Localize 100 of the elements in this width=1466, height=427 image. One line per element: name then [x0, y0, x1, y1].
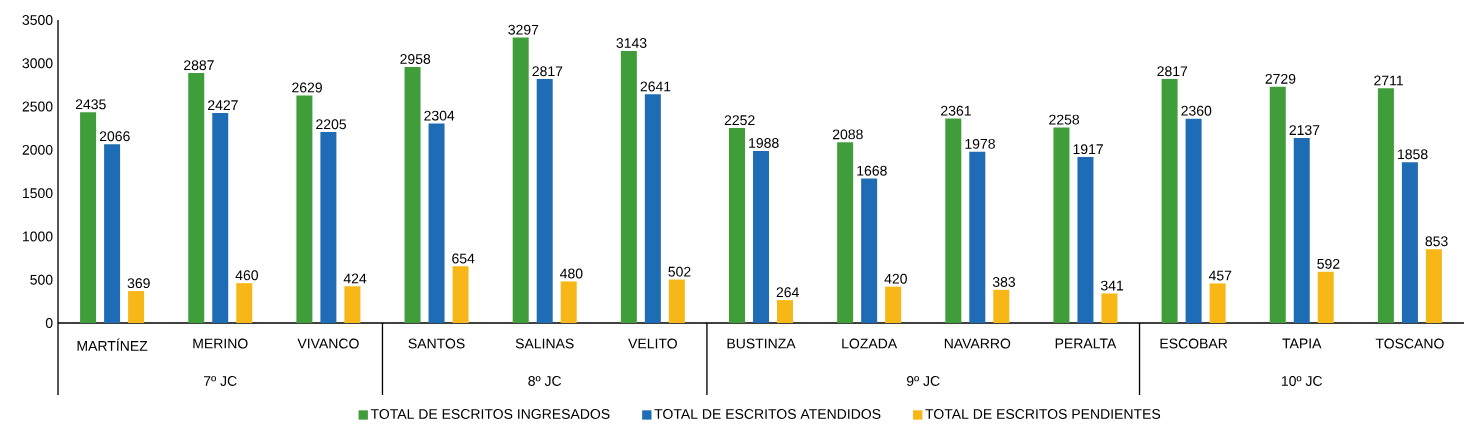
bar	[1425, 249, 1442, 323]
data-label: 853	[1425, 236, 1448, 247]
bar	[296, 95, 313, 323]
bar	[1401, 162, 1418, 323]
x-tick-label: SANTOS	[408, 338, 465, 349]
bar	[1293, 137, 1310, 323]
bar	[1077, 157, 1094, 323]
data-label: 2817	[1157, 66, 1188, 77]
y-tick-label: 3500	[22, 15, 53, 25]
data-label: 2361	[941, 105, 971, 116]
data-label: 654	[452, 253, 475, 264]
bar	[344, 286, 361, 323]
bar	[560, 281, 577, 323]
data-label: 1978	[965, 138, 995, 149]
y-tick-label: 0	[45, 318, 53, 328]
bar	[644, 94, 661, 323]
bar	[837, 142, 854, 323]
data-label: 2088	[832, 129, 863, 140]
x-tick-label: SALINAS	[515, 338, 574, 349]
x-tick-label: ESCOBAR	[1160, 338, 1228, 349]
x-tick-label: NAVARRO	[944, 338, 1011, 349]
bar	[993, 289, 1010, 323]
bar	[753, 150, 769, 323]
data-label: 2066	[99, 131, 130, 142]
bar	[668, 279, 685, 323]
data-label: 460	[235, 270, 259, 281]
data-label: 457	[1208, 270, 1232, 281]
bar	[1101, 293, 1118, 323]
bar	[236, 283, 253, 323]
data-label: 2817	[532, 66, 563, 77]
data-label: 2252	[724, 115, 755, 126]
legend-label: TOTAL DE ESCRITOS INGRESADOS	[370, 409, 610, 419]
data-label: 2629	[292, 82, 322, 93]
data-label: 369	[127, 278, 150, 289]
data-label: 502	[668, 266, 691, 277]
x-tick-label: BUSTINZA	[727, 338, 796, 349]
bar	[1269, 86, 1286, 323]
data-label: 2435	[75, 99, 106, 110]
data-label: 480	[560, 268, 583, 279]
data-label: 3297	[508, 24, 539, 35]
x-tick-label: MARTÍNEZ	[77, 338, 148, 351]
legend-label: TOTAL DE ESCRITOS PENDIENTES	[925, 409, 1161, 419]
data-label: 1858	[1398, 149, 1428, 160]
data-label: 2304	[424, 110, 455, 121]
y-tick-label: 2000	[22, 144, 53, 155]
x-tick-label: PERALTA	[1055, 338, 1117, 349]
bar	[452, 266, 469, 323]
data-label: 2887	[184, 60, 214, 71]
data-label: 420	[884, 273, 907, 284]
bar	[1185, 118, 1202, 323]
bar	[1161, 79, 1178, 323]
bar	[1053, 127, 1070, 323]
bar	[104, 144, 121, 323]
data-label: 1988	[749, 138, 779, 148]
x-tick-label: TAPIA	[1282, 338, 1322, 349]
legend-label: TOTAL DE ESCRITOS ATENDIDOS	[654, 409, 881, 419]
bar	[620, 50, 637, 323]
data-label: 264	[776, 287, 799, 298]
bar	[729, 128, 745, 323]
data-label: 383	[992, 276, 1016, 287]
data-label: 2360	[1181, 105, 1212, 116]
bar	[80, 112, 97, 323]
bar	[212, 112, 229, 323]
data-label: 2711	[1374, 75, 1403, 86]
bar	[1377, 88, 1394, 323]
x-tick-label: LOZADA	[842, 338, 898, 349]
bar	[885, 286, 902, 323]
data-label: 2958	[400, 54, 431, 64]
data-label: 1668	[857, 165, 887, 176]
data-label: 2137	[1289, 125, 1320, 136]
data-label: 2205	[316, 119, 347, 130]
data-label: 592	[1317, 258, 1340, 269]
text: 10º JC	[1281, 376, 1323, 386]
y-tick-label: 1500	[23, 188, 53, 199]
y-tick-label: 1000	[23, 231, 53, 242]
data-label: 2729	[1265, 73, 1296, 84]
x-tick-label: VIVANCO	[297, 338, 359, 349]
y-tick-label: 2500	[22, 101, 53, 112]
y-tick-label: 500	[30, 274, 53, 285]
x-tick-label: VELITO	[628, 338, 677, 349]
bar	[969, 151, 986, 323]
bar	[945, 118, 962, 323]
data-label: 1917	[1073, 144, 1103, 155]
bar	[777, 300, 793, 323]
text: 8º JC	[528, 376, 562, 386]
data-label: 2258	[1049, 114, 1080, 125]
data-label: 2427	[208, 100, 238, 110]
text: 7º JC	[204, 376, 237, 386]
bar	[861, 178, 878, 323]
y-tick-label: 3000	[22, 58, 53, 69]
bar	[536, 79, 553, 323]
x-tick-label: MERINO	[193, 338, 248, 349]
bar	[512, 37, 529, 323]
data-label: 3143	[616, 38, 647, 48]
bar	[1209, 283, 1226, 323]
data-label: 424	[343, 273, 367, 284]
data-label: 2641	[640, 81, 671, 92]
bar	[1317, 271, 1334, 323]
bar	[404, 66, 421, 323]
text: 9º JC	[906, 376, 940, 386]
